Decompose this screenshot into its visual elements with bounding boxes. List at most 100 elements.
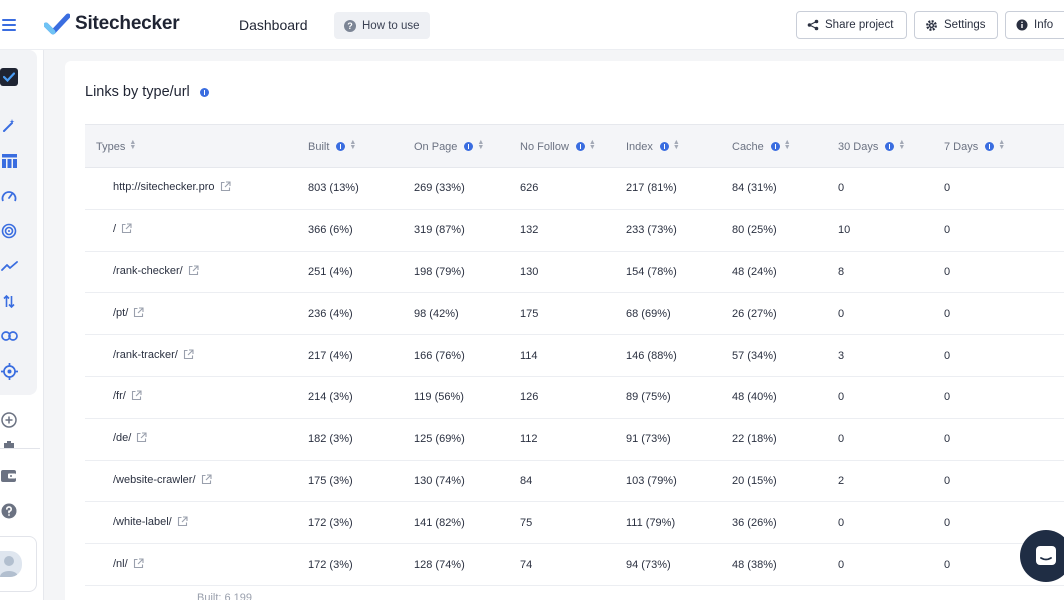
column-header-30-days[interactable]: 30 Days ▲ ▼	[827, 124, 933, 168]
table-row: /rank-checker/251 (4%) 198 (79%) 130 154 (7…	[85, 251, 1064, 294]
info-button[interactable]: Info	[1005, 11, 1064, 39]
table-cell: 175 (3%)	[297, 460, 403, 503]
info-icon[interactable]	[464, 141, 474, 151]
table-cell: 0	[933, 251, 1064, 294]
how-to-use-button[interactable]: ? How to use	[334, 12, 430, 39]
help-icon[interactable]	[0, 502, 18, 520]
external-link-icon[interactable]	[183, 349, 194, 363]
dashboard-check-icon[interactable]	[0, 68, 18, 86]
url-link[interactable]: /	[113, 223, 117, 236]
top-bar: Sitechecker Dashboard ? How to use Share…	[0, 0, 1064, 50]
external-link-icon[interactable]	[131, 390, 142, 404]
partial-icon[interactable]	[0, 436, 18, 448]
sort-icon[interactable]: ▲ ▼	[783, 138, 791, 151]
column-header-index[interactable]: Index ▲ ▼	[615, 124, 721, 168]
column-header-7-days[interactable]: 7 Days ▲ ▼	[933, 124, 1064, 168]
table-cell: 233 (73%)	[615, 209, 721, 252]
add-circle-icon[interactable]	[0, 411, 18, 429]
url-link[interactable]: /pt/	[113, 306, 129, 319]
table-cell: 130	[509, 251, 615, 294]
column-header-cache[interactable]: Cache ▲ ▼	[721, 124, 827, 168]
info-icon[interactable]	[336, 141, 346, 151]
table-cell: 125 (69%)	[403, 418, 509, 461]
sort-icon[interactable]: ▲ ▼	[672, 138, 680, 151]
crosshair-icon[interactable]	[0, 362, 18, 380]
external-link-icon[interactable]	[201, 474, 212, 488]
table-icon[interactable]	[0, 152, 18, 170]
table-cell: 236 (4%)	[297, 292, 403, 336]
table-cell: 198 (79%)	[403, 251, 509, 294]
url-cell: /pt/	[85, 292, 297, 336]
table-row: /pt/236 (4%) 98 (42%) 175 68 (69%) 26 (27%) 0…	[85, 292, 1064, 336]
wallet-icon[interactable]	[0, 467, 18, 485]
user-profile[interactable]	[0, 536, 37, 592]
table-cell: 0	[827, 167, 933, 210]
trend-icon[interactable]	[0, 257, 18, 275]
column-header-on-page[interactable]: On Page ▲ ▼	[403, 124, 509, 168]
gear-icon	[925, 19, 938, 32]
avatar[interactable]	[0, 551, 22, 577]
settings-button[interactable]: Settings	[914, 11, 998, 39]
column-header-no-follow[interactable]: No Follow ▲ ▼	[509, 124, 615, 168]
table-cell: 217 (81%)	[615, 167, 721, 210]
info-icon[interactable]	[575, 141, 585, 151]
info-icon[interactable]	[885, 141, 895, 151]
table-cell: 154 (78%)	[615, 251, 721, 294]
share-project-button[interactable]: Share project	[796, 11, 907, 39]
sort-icon[interactable]: ▲ ▼	[588, 138, 596, 151]
url-link[interactable]: http://sitechecker.pro	[113, 181, 215, 194]
chat-launcher-button[interactable]	[1020, 530, 1064, 582]
url-link[interactable]: /de/	[113, 432, 132, 445]
sort-icon[interactable]: ▲ ▼	[129, 138, 137, 151]
table-cell: 48 (38%)	[721, 543, 827, 586]
table-cell: 114	[509, 334, 615, 377]
url-cell: /nl/	[85, 543, 297, 586]
url-link[interactable]: /nl/	[113, 557, 128, 570]
link-icon[interactable]	[0, 327, 18, 345]
external-link-icon[interactable]	[188, 265, 199, 279]
share-icon	[807, 19, 819, 31]
table-cell: 0	[827, 501, 933, 545]
url-link[interactable]: /rank-tracker/	[113, 348, 178, 361]
speedometer-icon[interactable]	[0, 187, 18, 205]
url-cell: /fr/	[85, 376, 297, 419]
table-cell: 91 (73%)	[615, 418, 721, 461]
external-link-icon[interactable]	[136, 432, 147, 446]
table-cell: 0	[827, 376, 933, 419]
external-link-icon[interactable]	[133, 307, 144, 321]
table-cell: 48 (40%)	[721, 376, 827, 419]
logo[interactable]: Sitechecker	[44, 13, 180, 35]
sort-arrows-icon[interactable]	[0, 292, 18, 310]
table-cell: 80 (25%)	[721, 209, 827, 252]
table-row: / 366 (6%) 319 (87%) 132 233 (73%) 80 (25%) 10…	[85, 209, 1064, 252]
info-icon[interactable]	[199, 87, 209, 97]
table-cell: 111 (79%)	[615, 501, 721, 545]
info-icon[interactable]	[659, 141, 669, 151]
column-header-built[interactable]: Built ▲ ▼	[297, 124, 403, 168]
info-icon[interactable]	[985, 141, 995, 151]
sort-icon[interactable]: ▲ ▼	[349, 138, 357, 151]
external-link-icon[interactable]	[220, 181, 231, 195]
external-link-icon[interactable]	[133, 558, 144, 572]
table-cell: 68 (69%)	[615, 292, 721, 336]
table-cell: 0	[933, 376, 1064, 419]
menu-icon[interactable]	[0, 16, 18, 34]
url-link[interactable]: /white-label/	[113, 515, 172, 528]
external-link-icon[interactable]	[177, 516, 188, 530]
table-cell: 0	[827, 418, 933, 461]
magic-wand-icon[interactable]	[0, 117, 18, 135]
url-link[interactable]: /rank-checker/	[113, 264, 183, 277]
target-icon[interactable]	[0, 222, 18, 240]
sort-icon[interactable]: ▲ ▼	[998, 138, 1006, 151]
table-cell: 803 (13%)	[297, 167, 403, 210]
info-icon[interactable]	[770, 141, 780, 151]
sidebar	[0, 50, 44, 600]
sort-icon[interactable]: ▲ ▼	[477, 138, 485, 151]
sidebar-divider	[0, 448, 40, 449]
external-link-icon[interactable]	[121, 223, 132, 237]
column-header-types[interactable]: Types ▲ ▼	[85, 124, 297, 168]
url-link[interactable]: /fr/	[113, 390, 126, 403]
url-link[interactable]: /website-crawler/	[113, 473, 196, 486]
table-cell: 8	[827, 251, 933, 294]
sort-icon[interactable]: ▲ ▼	[898, 138, 906, 151]
